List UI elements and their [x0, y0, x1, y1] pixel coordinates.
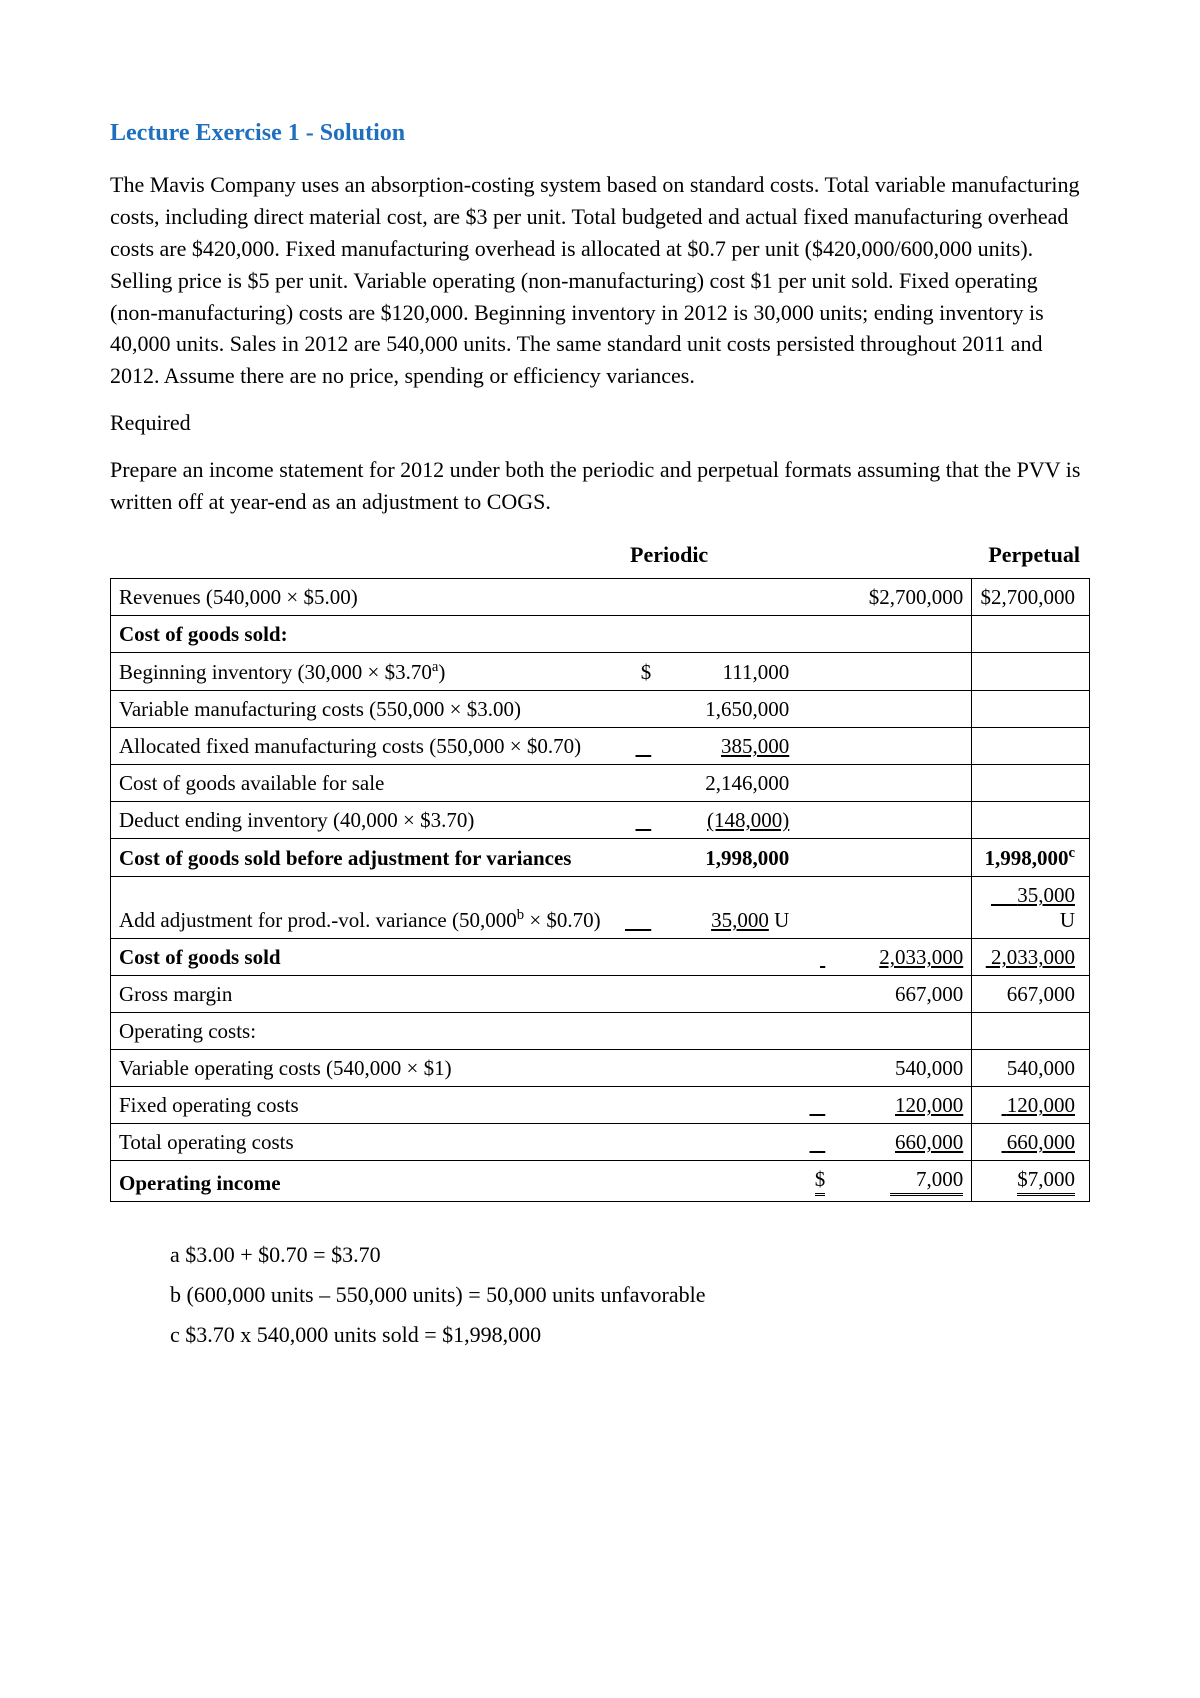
table-row: Beginning inventory (30,000 × $3.70a) $ …: [111, 653, 1090, 691]
table-row: Variable operating costs (540,000 × $1) …: [111, 1050, 1090, 1087]
row-value: 385,000: [651, 728, 797, 765]
row-value: 120,000: [825, 1087, 972, 1124]
row-label: Deduct ending inventory (40,000 × $3.70): [111, 802, 618, 839]
row-label: Allocated fixed manufacturing costs (550…: [111, 728, 618, 765]
table-row: Cost of goods available for sale 2,146,0…: [111, 765, 1090, 802]
header-periodic: Periodic: [630, 542, 790, 568]
table-row: Allocated fixed manufacturing costs (550…: [111, 728, 1090, 765]
row-value: 35,000 U: [972, 877, 1090, 939]
row-label: Operating costs:: [111, 1013, 618, 1050]
row-value: 111,000: [651, 653, 797, 691]
table-row: Cost of goods sold 2,033,000 2,033,000: [111, 939, 1090, 976]
row-label: Cost of goods sold before adjustment for…: [111, 839, 618, 877]
row-label: Total operating costs: [111, 1124, 618, 1161]
row-label: Add adjustment for prod.-vol. variance (…: [111, 877, 618, 939]
row-label: Revenues (540,000 × $5.00): [111, 579, 618, 616]
row-value: 2,033,000: [972, 939, 1090, 976]
table-row: Cost of goods sold before adjustment for…: [111, 839, 1090, 877]
row-label: Cost of goods available for sale: [111, 765, 618, 802]
page-title: Lecture Exercise 1 - Solution: [110, 120, 1090, 147]
row-value: 2,033,000: [825, 939, 972, 976]
row-value: $2,700,000: [972, 579, 1090, 616]
row-value: 2,146,000: [651, 765, 797, 802]
row-value: 540,000: [972, 1050, 1090, 1087]
row-value: 1,998,000c: [972, 839, 1090, 877]
row-value: $7,000: [972, 1161, 1090, 1202]
row-value: 1,998,000: [651, 839, 797, 877]
currency-symbol: $: [797, 1161, 825, 1202]
table-row: Deduct ending inventory (40,000 × $3.70)…: [111, 802, 1090, 839]
row-value: (148,000): [651, 802, 797, 839]
table-row: Revenues (540,000 × $5.00) $2,700,000 $2…: [111, 579, 1090, 616]
row-label: Variable manufacturing costs (550,000 × …: [111, 691, 618, 728]
required-label: Required: [110, 410, 1090, 436]
table-row: Cost of goods sold:: [111, 616, 1090, 653]
header-perpetual: Perpetual: [920, 542, 1090, 568]
row-label: Variable operating costs (540,000 × $1): [111, 1050, 618, 1087]
column-headers: Periodic Perpetual: [110, 542, 1090, 568]
table-row: Total operating costs 660,000 660,000: [111, 1124, 1090, 1161]
row-value: 660,000: [972, 1124, 1090, 1161]
row-label: Beginning inventory (30,000 × $3.70a): [111, 653, 618, 691]
row-value: 7,000: [825, 1161, 972, 1202]
footnotes: a $3.00 + $0.70 = $3.70 b (600,000 units…: [170, 1242, 1090, 1348]
footnote-a: a $3.00 + $0.70 = $3.70: [170, 1242, 1090, 1268]
row-value: 667,000: [825, 976, 972, 1013]
row-value: 540,000: [825, 1050, 972, 1087]
row-value: 660,000: [825, 1124, 972, 1161]
paragraph-required: Prepare an income statement for 2012 und…: [110, 454, 1090, 518]
income-statement-table: Revenues (540,000 × $5.00) $2,700,000 $2…: [110, 578, 1090, 1202]
footnote-b: b (600,000 units – 550,000 units) = 50,0…: [170, 1282, 1090, 1308]
table-row: Gross margin 667,000 667,000: [111, 976, 1090, 1013]
page: Lecture Exercise 1 - Solution The Mavis …: [0, 0, 1200, 1698]
footnote-c: c $3.70 x 540,000 units sold = $1,998,00…: [170, 1322, 1090, 1348]
table-row: Operating income $ 7,000 $7,000: [111, 1161, 1090, 1202]
row-label: Cost of goods sold: [111, 939, 618, 976]
row-value: 667,000: [972, 976, 1090, 1013]
row-value: 35,000 U: [651, 877, 797, 939]
currency-symbol: $: [617, 653, 651, 691]
row-value: 1,650,000: [651, 691, 797, 728]
table-row: Operating costs:: [111, 1013, 1090, 1050]
row-value: 120,000: [972, 1087, 1090, 1124]
table-row: Add adjustment for prod.-vol. variance (…: [111, 877, 1090, 939]
table-row: Variable manufacturing costs (550,000 × …: [111, 691, 1090, 728]
row-value: $2,700,000: [825, 579, 972, 616]
paragraph-intro: The Mavis Company uses an absorption-cos…: [110, 169, 1090, 392]
row-label: Cost of goods sold:: [111, 616, 618, 653]
table-row: Fixed operating costs 120,000 120,000: [111, 1087, 1090, 1124]
row-label: Operating income: [111, 1161, 618, 1202]
row-label: Gross margin: [111, 976, 618, 1013]
row-label: Fixed operating costs: [111, 1087, 618, 1124]
